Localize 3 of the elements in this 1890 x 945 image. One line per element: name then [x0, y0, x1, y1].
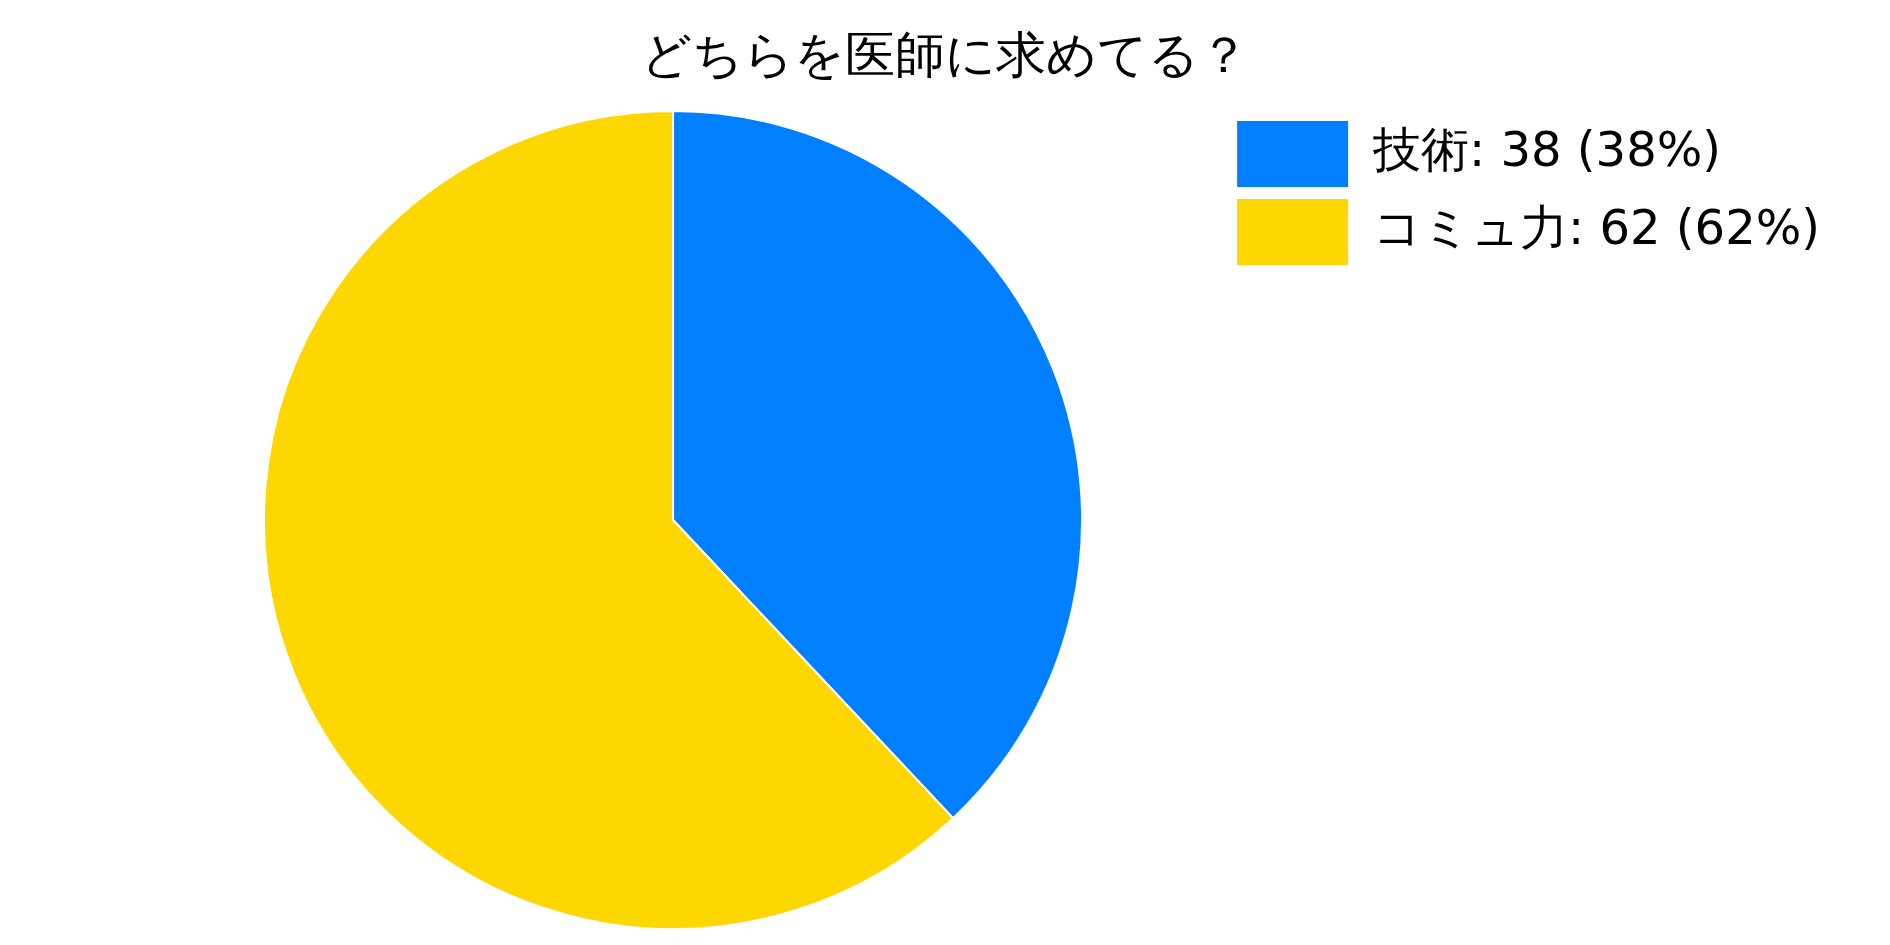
legend-label: コミュ力: 62 (62%)	[1373, 199, 1820, 256]
chart-title: どちらを医師に求めてる？	[640, 25, 1250, 86]
legend-label: 技術: 38 (38%)	[1372, 121, 1721, 178]
